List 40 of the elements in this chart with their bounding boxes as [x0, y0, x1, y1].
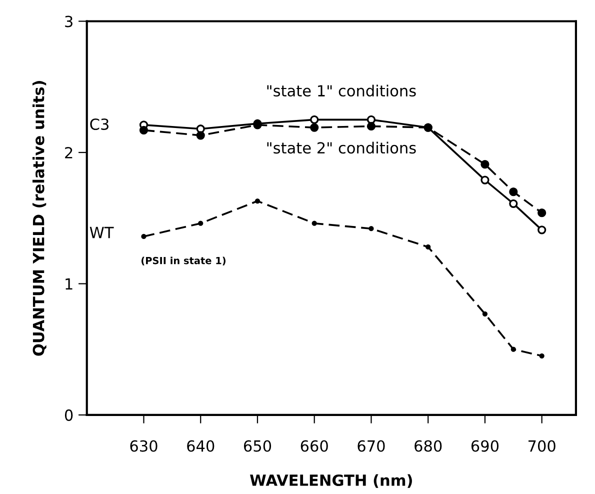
- point: [366, 122, 376, 131]
- point: [368, 226, 374, 232]
- point: [480, 176, 490, 184]
- y-tick-label: 1: [66, 278, 72, 290]
- x-axis-title: WAVELENGTH (nm): [250, 474, 412, 488]
- point: [198, 220, 204, 226]
- point: [539, 353, 544, 358]
- x-tick-label: 640: [187, 440, 214, 452]
- annotation: C3: [90, 118, 108, 130]
- annotation: (PSII in state 1): [142, 256, 226, 266]
- point: [510, 346, 516, 352]
- annotation: WT: [90, 226, 114, 238]
- point: [139, 126, 148, 134]
- x-tick-label: 670: [358, 440, 385, 452]
- point: [310, 115, 319, 124]
- point: [426, 244, 431, 250]
- annotation: "state 2" conditions: [267, 142, 416, 154]
- point: [196, 124, 205, 134]
- point: [482, 311, 488, 316]
- y-tick-label: 0: [64, 409, 73, 421]
- x-tick-label: 650: [244, 440, 272, 452]
- annotation: "state 1" conditions: [267, 84, 416, 97]
- point: [310, 123, 319, 132]
- point: [509, 199, 518, 208]
- point: [254, 198, 260, 204]
- y-tick-label: 3: [65, 16, 72, 28]
- x-tick-label: 680: [414, 440, 442, 452]
- point: [509, 188, 518, 196]
- point: [141, 234, 146, 240]
- point: [196, 131, 205, 140]
- x-tick-label: 630: [130, 440, 158, 452]
- x-tick-label: 660: [300, 440, 328, 452]
- point: [312, 220, 317, 226]
- point: [480, 160, 490, 169]
- point: [538, 208, 546, 218]
- x-tick-label: 690: [471, 440, 499, 452]
- y-tick-label: 2: [65, 146, 72, 158]
- y-axis-title: QUANTUM YIELD (relative units): [32, 81, 46, 356]
- point: [538, 226, 546, 234]
- x-tick-label: 700: [528, 440, 556, 452]
